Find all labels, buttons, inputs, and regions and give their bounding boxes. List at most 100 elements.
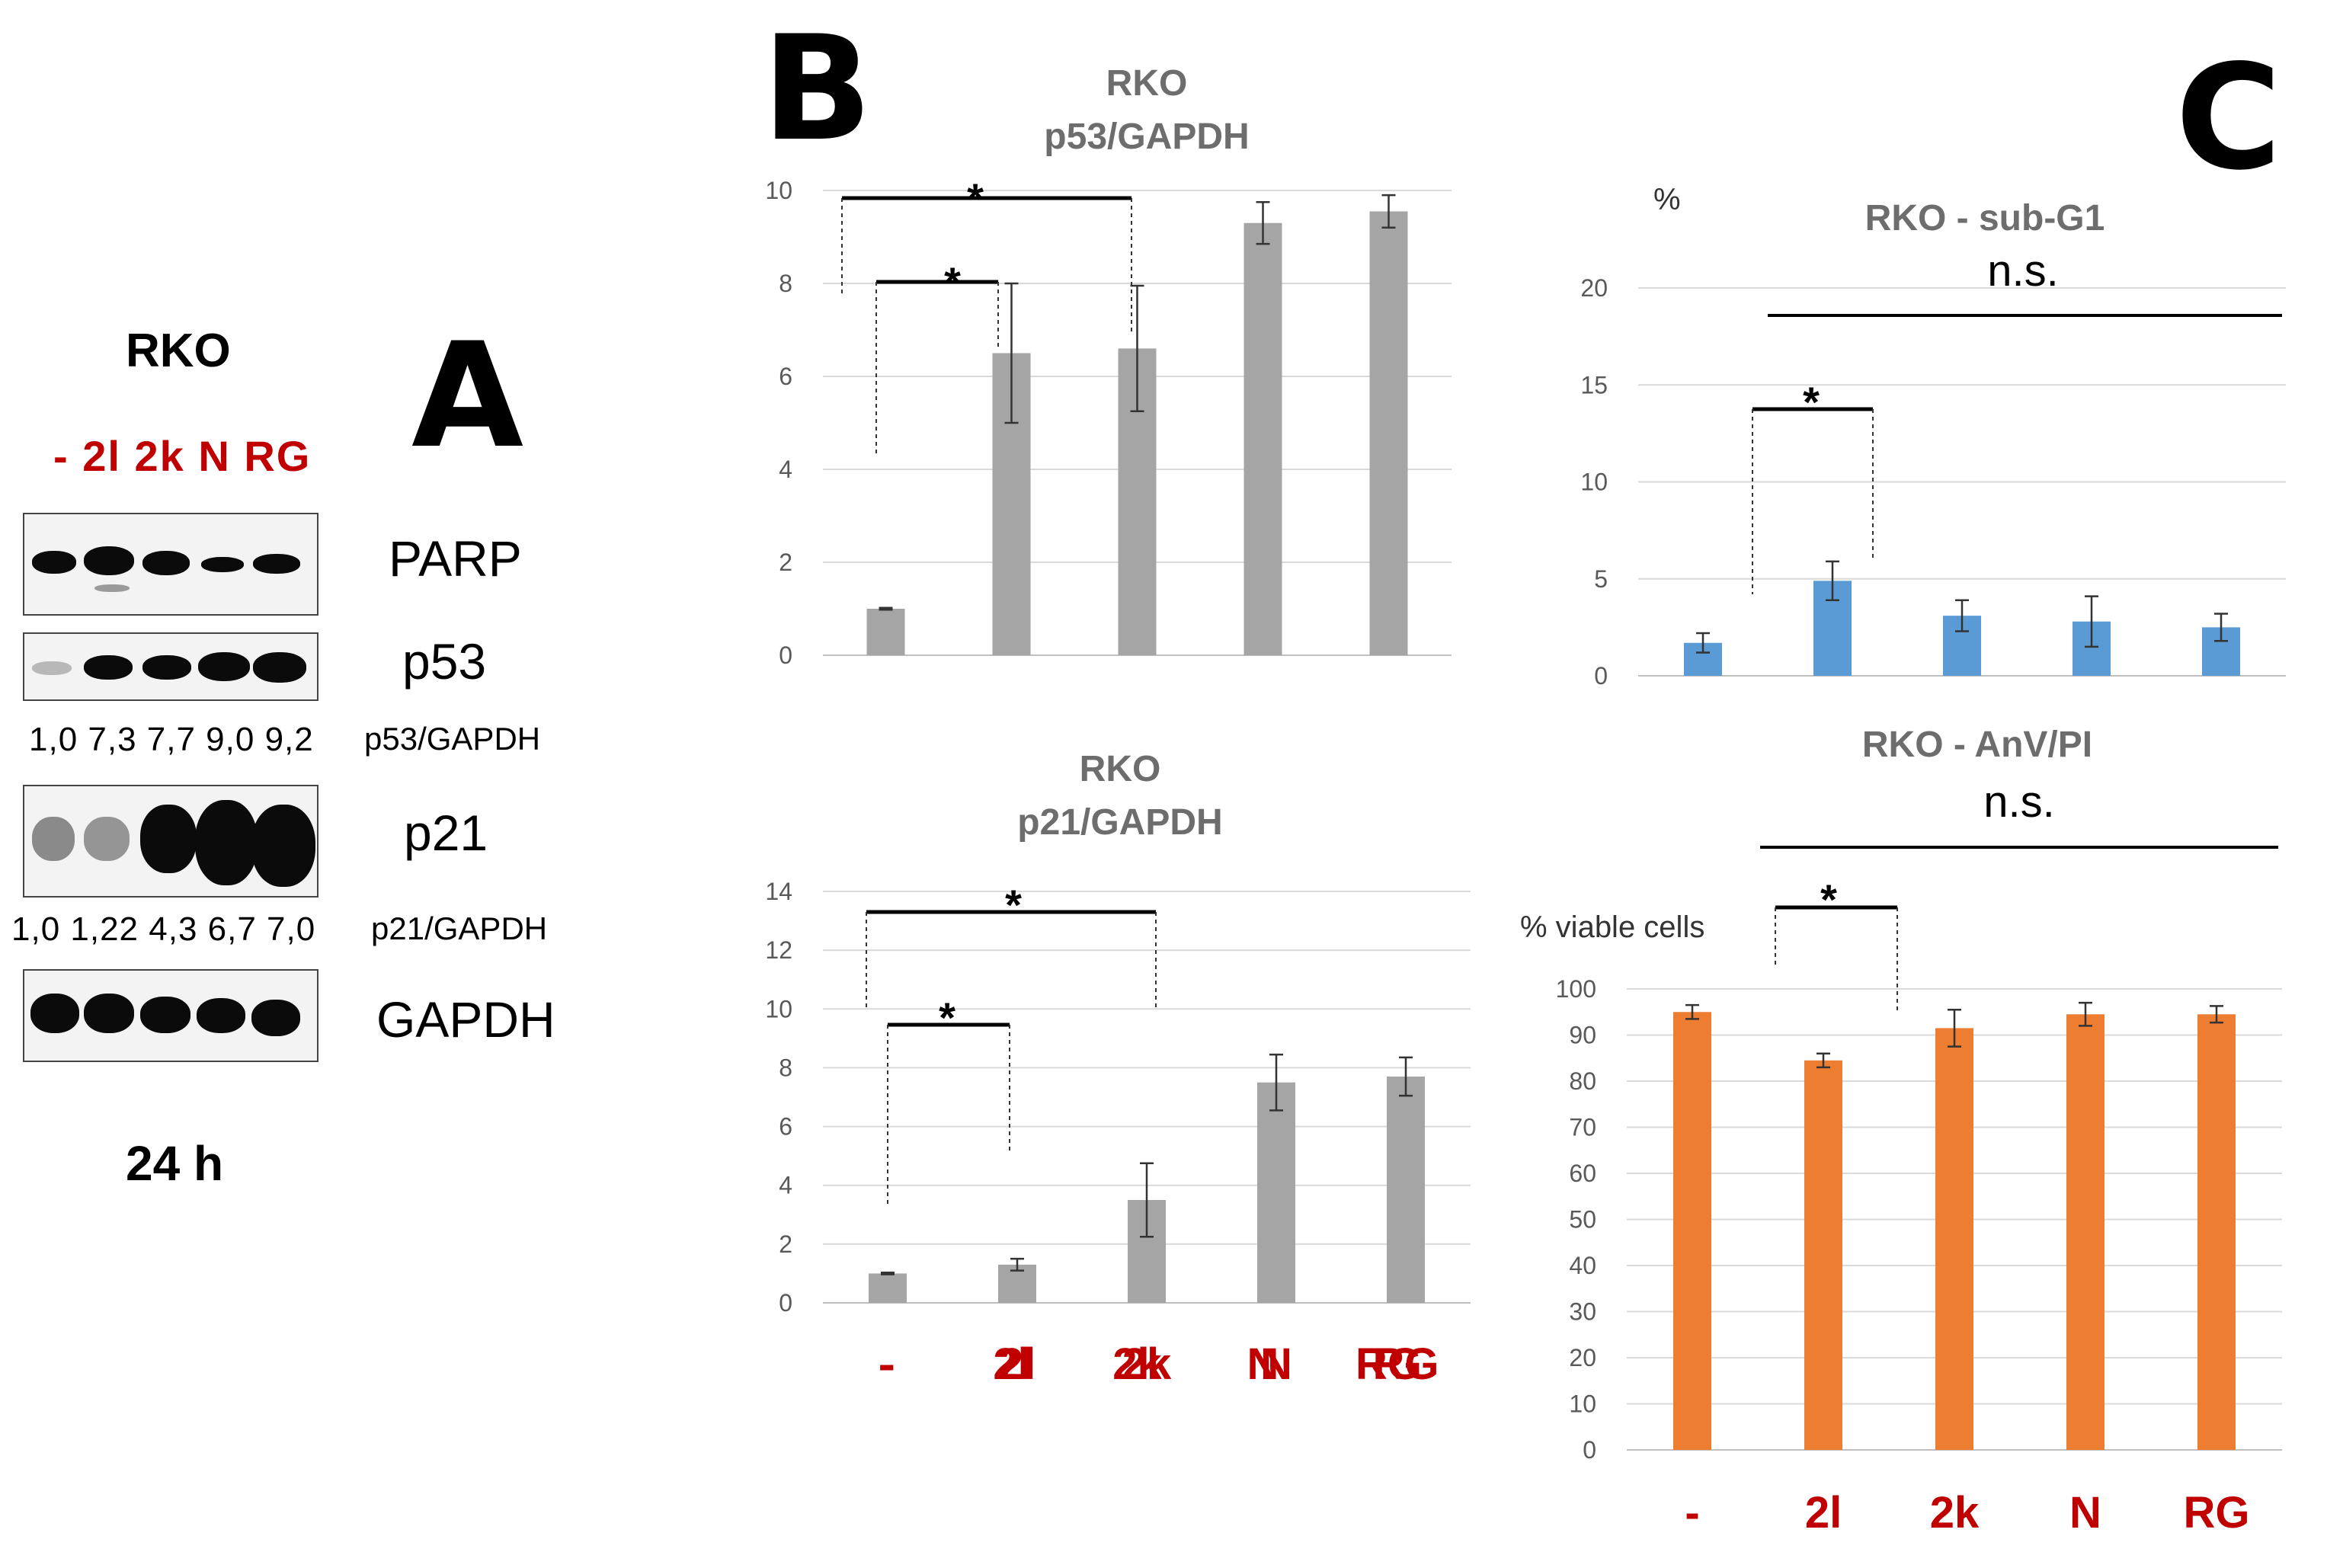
chart-subtitle: p53/GAPDH	[1044, 117, 1249, 157]
x-category-label: -	[880, 1339, 895, 1389]
p53-quant-label: p53/GAPDH	[364, 721, 541, 757]
x-category-label: N	[1247, 1339, 1279, 1389]
y-tick-label: 0	[779, 1289, 792, 1317]
blot-gapdh	[23, 969, 318, 1062]
ns-label: n.s.	[1983, 777, 2055, 827]
y-tick-label: 10	[1569, 1390, 1596, 1418]
p53-quant-values: 1,0 7,3 7,7 9,0 9,2	[29, 721, 314, 758]
y-tick-label: 10	[765, 177, 792, 204]
x-category-label: RG	[2184, 1488, 2250, 1538]
y-axis-label: %	[1653, 183, 1681, 216]
bar	[1943, 616, 1981, 676]
panel-letter-a: A	[411, 312, 524, 480]
band	[142, 551, 190, 575]
y-tick-label: 20	[1580, 274, 1608, 302]
blot-label-p53: p53	[402, 633, 487, 690]
y-tick-label: 70	[1569, 1114, 1596, 1141]
significance-star: *	[939, 994, 955, 1042]
lane-labels: - 2l 2k N RG	[53, 432, 312, 480]
panel-letter-b: B	[762, 5, 872, 173]
bar	[2202, 627, 2240, 676]
y-tick-label: 30	[1569, 1298, 1596, 1326]
y-tick-label: 15	[1580, 371, 1608, 398]
panel-letter-c: C	[2175, 34, 2282, 202]
chart-title: RKO	[1106, 63, 1188, 104]
bar	[1118, 348, 1157, 655]
x-category-label: RG	[1373, 1339, 1439, 1389]
y-tick-label: 6	[779, 363, 792, 390]
y-tick-label: 0	[1594, 662, 1608, 690]
band	[32, 551, 76, 574]
blot-label-p21: p21	[404, 805, 488, 861]
time-label: 24 h	[126, 1136, 224, 1191]
significance-star: *	[944, 258, 961, 306]
y-tick-label: 2	[779, 549, 792, 576]
band	[84, 994, 134, 1033]
x-category-label: 2k	[1930, 1488, 1980, 1538]
y-tick-label: 60	[1569, 1160, 1596, 1187]
band	[32, 817, 75, 861]
bar	[2197, 1014, 2236, 1450]
significance-star: *	[1005, 881, 1022, 929]
band	[251, 805, 315, 887]
band	[94, 584, 130, 592]
p21-quant-label: p21/GAPDH	[371, 910, 548, 946]
ns-label: n.s.	[1987, 246, 2059, 296]
x-category-label: 2k	[1112, 1339, 1162, 1389]
bar	[1684, 642, 1722, 676]
band	[84, 817, 130, 861]
y-tick-label: 20	[1569, 1344, 1596, 1371]
y-tick-label: 4	[779, 1172, 792, 1199]
blot-p53	[23, 632, 318, 701]
y-tick-label: 0	[1583, 1436, 1596, 1464]
x-category-label: 2l	[999, 1339, 1035, 1389]
bar	[1257, 1082, 1295, 1303]
p21-quant-values: 1,0 1,22 4,3 6,7 7,0	[11, 910, 316, 948]
blot-parp	[23, 513, 318, 616]
significance-star: *	[1820, 875, 1837, 923]
band	[30, 994, 79, 1033]
x-category-label: 2k	[1122, 1339, 1172, 1389]
band	[195, 800, 258, 885]
band	[201, 557, 244, 572]
bar	[992, 353, 1031, 655]
blot-label-parp: PARP	[389, 530, 522, 587]
bar	[1387, 1077, 1425, 1303]
bar	[1804, 1060, 1842, 1450]
band	[142, 655, 191, 680]
chart-title: RKO	[1080, 749, 1161, 789]
y-tick-label: 12	[765, 936, 792, 964]
x-category-label: RG	[1356, 1339, 1422, 1389]
x-category-label: -	[879, 1339, 893, 1389]
band	[253, 652, 306, 683]
bar	[2073, 621, 2111, 676]
bar	[1369, 211, 1408, 655]
significance-star: *	[1803, 378, 1820, 426]
y-tick-label: 100	[1556, 975, 1596, 1003]
bar	[1128, 1200, 1166, 1303]
y-tick-label: 90	[1569, 1022, 1596, 1049]
y-tick-label: 8	[779, 270, 792, 297]
band	[197, 998, 245, 1033]
bar	[1673, 1012, 1711, 1450]
y-tick-label: 80	[1569, 1067, 1596, 1095]
bar	[1813, 581, 1852, 676]
y-tick-label: 50	[1569, 1206, 1596, 1234]
western-blot-title: RKO	[126, 325, 231, 377]
y-tick-label: 8	[779, 1054, 792, 1081]
x-category-label: -	[1685, 1488, 1699, 1538]
y-tick-label: 4	[779, 456, 792, 483]
band	[84, 546, 134, 575]
y-tick-label: 40	[1569, 1252, 1596, 1279]
y-tick-label: 0	[779, 642, 792, 669]
bar	[998, 1264, 1036, 1303]
significance-star: *	[967, 174, 984, 222]
chart-subtitle: p21/GAPDH	[1017, 802, 1222, 843]
y-tick-label: 2	[779, 1230, 792, 1258]
chart-title: RKO - sub-G1	[1865, 198, 2105, 238]
y-tick-label: 10	[765, 995, 792, 1022]
x-category-label: 2l	[993, 1339, 1029, 1389]
chart-title: RKO - AnV/PI	[1862, 725, 2092, 765]
y-tick-label: 5	[1594, 565, 1608, 593]
